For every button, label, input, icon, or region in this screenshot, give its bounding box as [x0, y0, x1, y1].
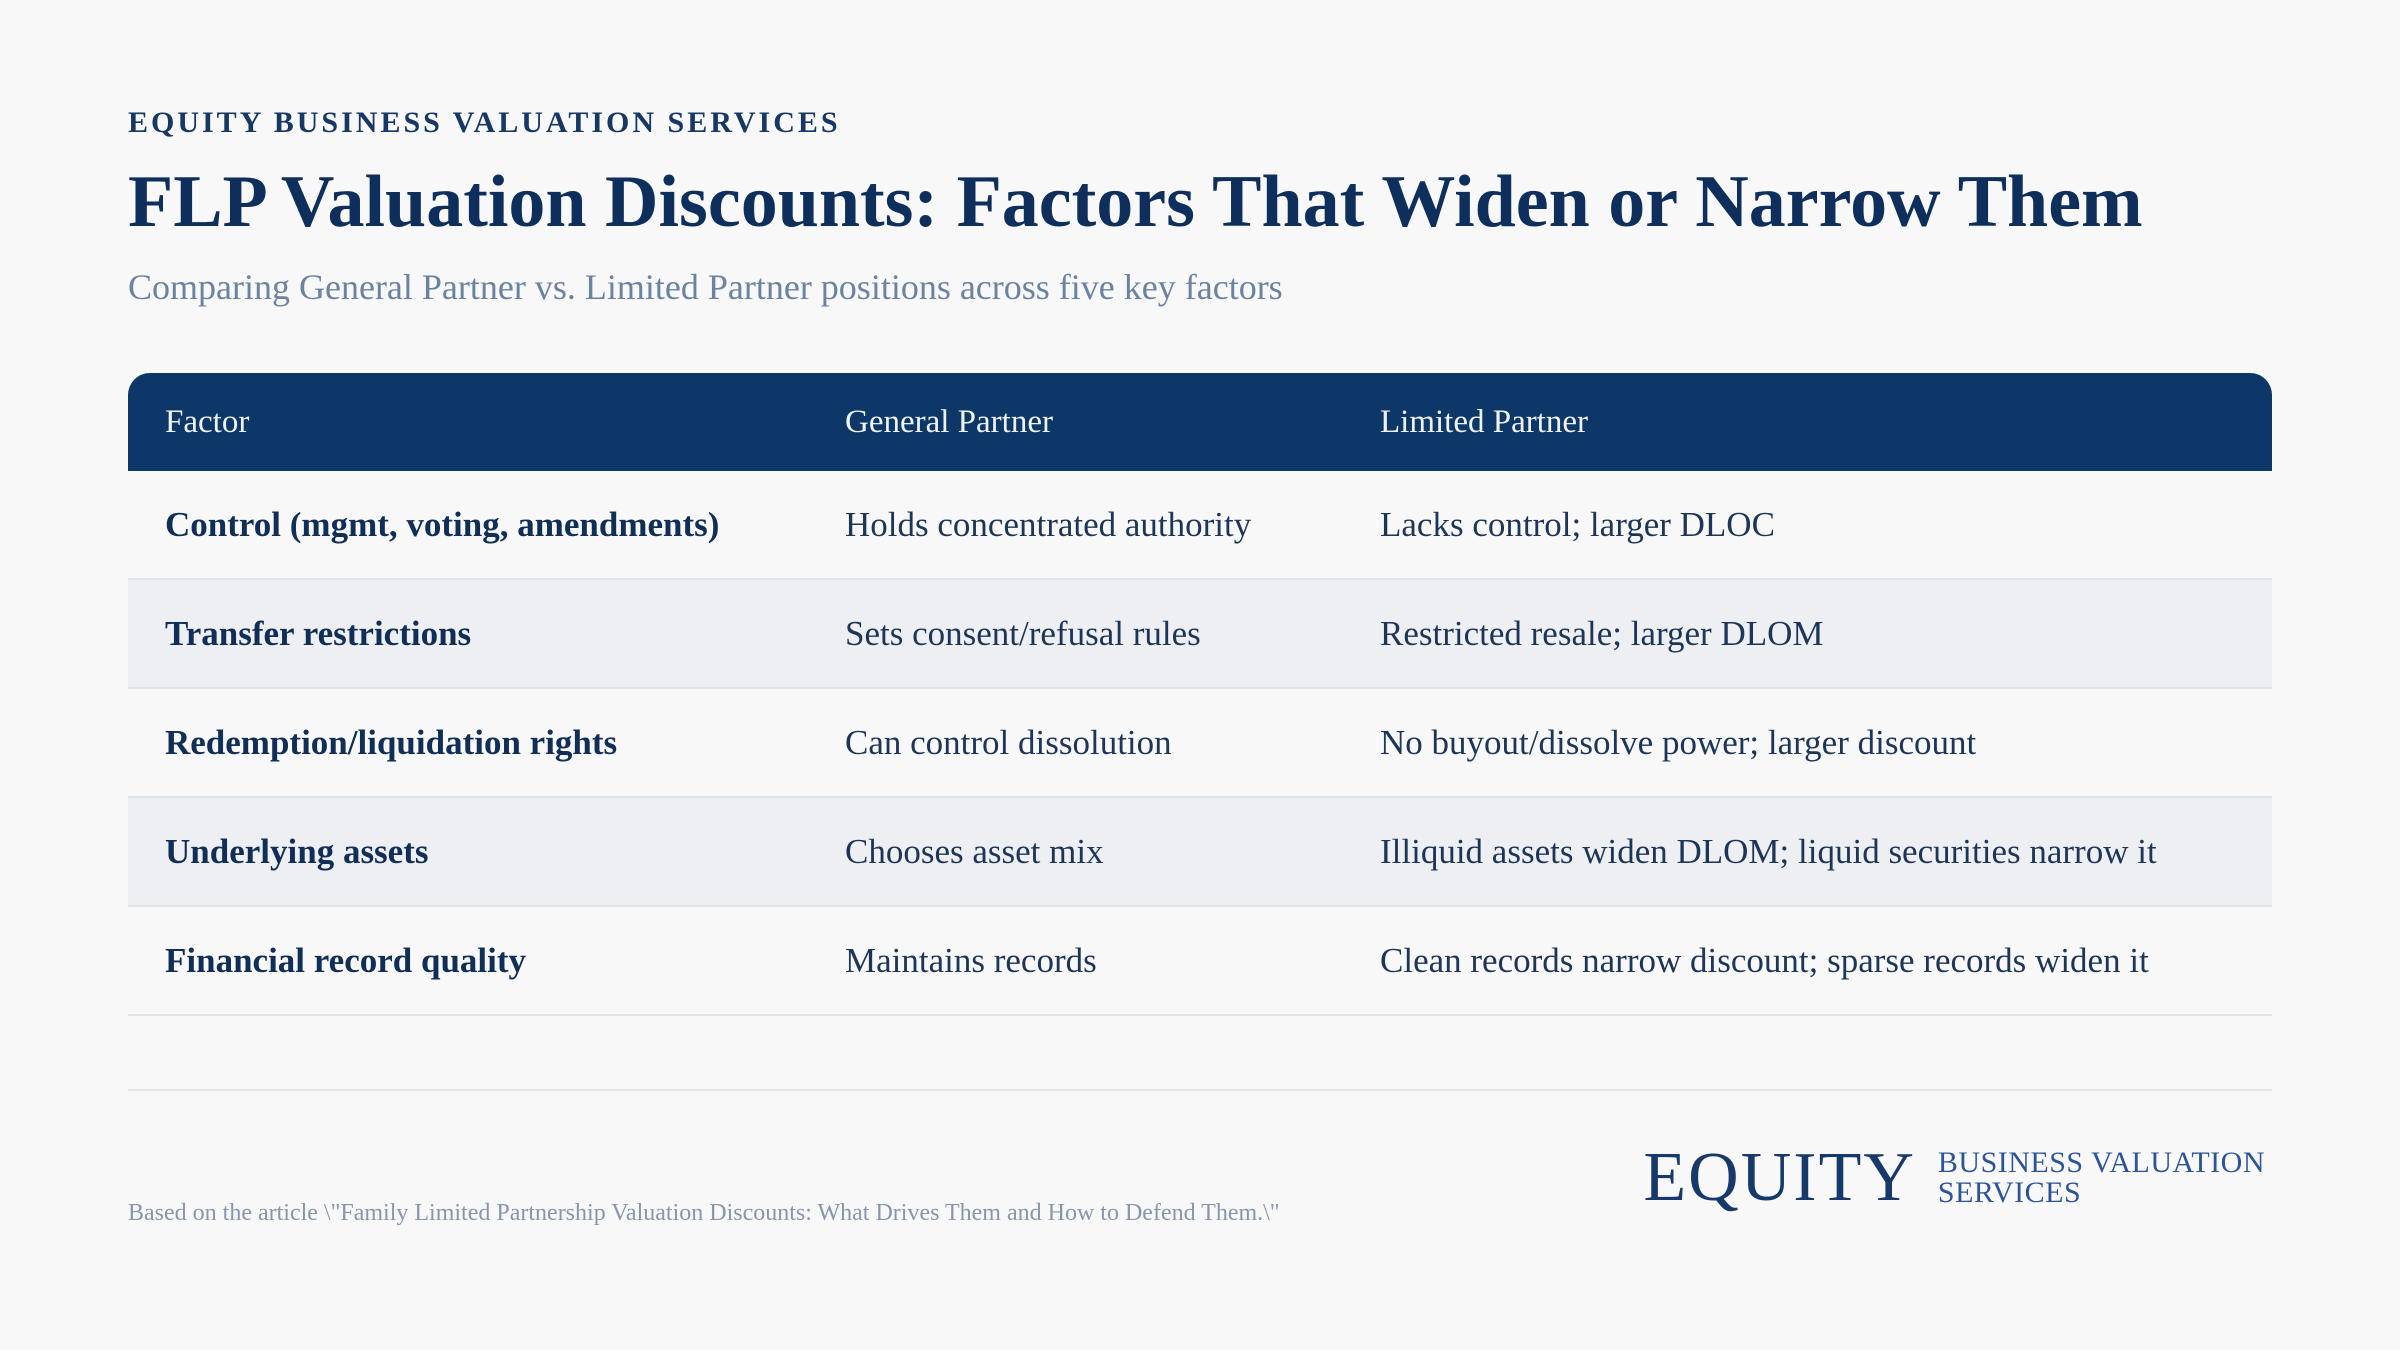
general-partner-cell: Maintains records: [845, 941, 1097, 980]
page-subtitle: Comparing General Partner vs. Limited Pa…: [128, 267, 1283, 307]
table-row: Financial record quality Maintains recor…: [128, 907, 2272, 1016]
comparison-table: Factor General Partner Limited Partner C…: [128, 373, 2272, 1016]
general-partner-cell: Sets consent/refusal rules: [845, 614, 1201, 653]
general-partner-cell: Chooses asset mix: [845, 832, 1104, 871]
table-row: Redemption/liquidation rights Can contro…: [128, 689, 2272, 798]
limited-partner-cell: Restricted resale; larger DLOM: [1380, 614, 1824, 653]
page-title: FLP Valuation Discounts: Factors That Wi…: [128, 161, 2143, 243]
table-row: Control (mgmt, voting, amendments) Holds…: [128, 471, 2272, 580]
logo-tagline-line2: SERVICES: [1937, 1176, 2082, 1209]
column-header-limited-partner: Limited Partner: [1380, 404, 1589, 440]
source-footnote: Based on the article \"Family Limited Pa…: [128, 1200, 1280, 1226]
column-header-general-partner: General Partner: [845, 404, 1053, 440]
logo-tagline: BUSINESS VALUATION SERVICES: [1938, 1148, 2265, 1208]
limited-partner-cell: Lacks control; larger DLOC: [1380, 505, 1775, 544]
limited-partner-cell: Illiquid assets widen DLOM; liquid secur…: [1380, 832, 2157, 871]
logo-wordmark: EQUITY: [1643, 1139, 1916, 1216]
general-partner-cell: Can control dissolution: [845, 723, 1172, 762]
table-row: Transfer restrictions Sets consent/refus…: [128, 580, 2272, 689]
factor-cell: Transfer restrictions: [165, 614, 472, 653]
eyebrow: EQUITY BUSINESS VALUATION SERVICES: [128, 106, 841, 139]
factor-cell: Redemption/liquidation rights: [165, 723, 618, 762]
company-logo: EQUITY BUSINESS VALUATION SERVICES: [1643, 1143, 2265, 1213]
limited-partner-cell: Clean records narrow discount; sparse re…: [1380, 941, 2149, 980]
table-header: Factor General Partner Limited Partner: [128, 373, 2272, 471]
factor-cell: Financial record quality: [165, 941, 527, 980]
limited-partner-cell: No buyout/dissolve power; larger discoun…: [1380, 723, 1977, 762]
factor-cell: Underlying assets: [165, 832, 429, 871]
table-row: Underlying assets Chooses asset mix Illi…: [128, 798, 2272, 907]
logo-tagline-line1: BUSINESS VALUATION: [1937, 1146, 2265, 1179]
column-header-factor: Factor: [165, 404, 250, 440]
general-partner-cell: Holds concentrated authority: [845, 505, 1252, 544]
footer-divider: [128, 1089, 2272, 1091]
factor-cell: Control (mgmt, voting, amendments): [165, 505, 720, 544]
